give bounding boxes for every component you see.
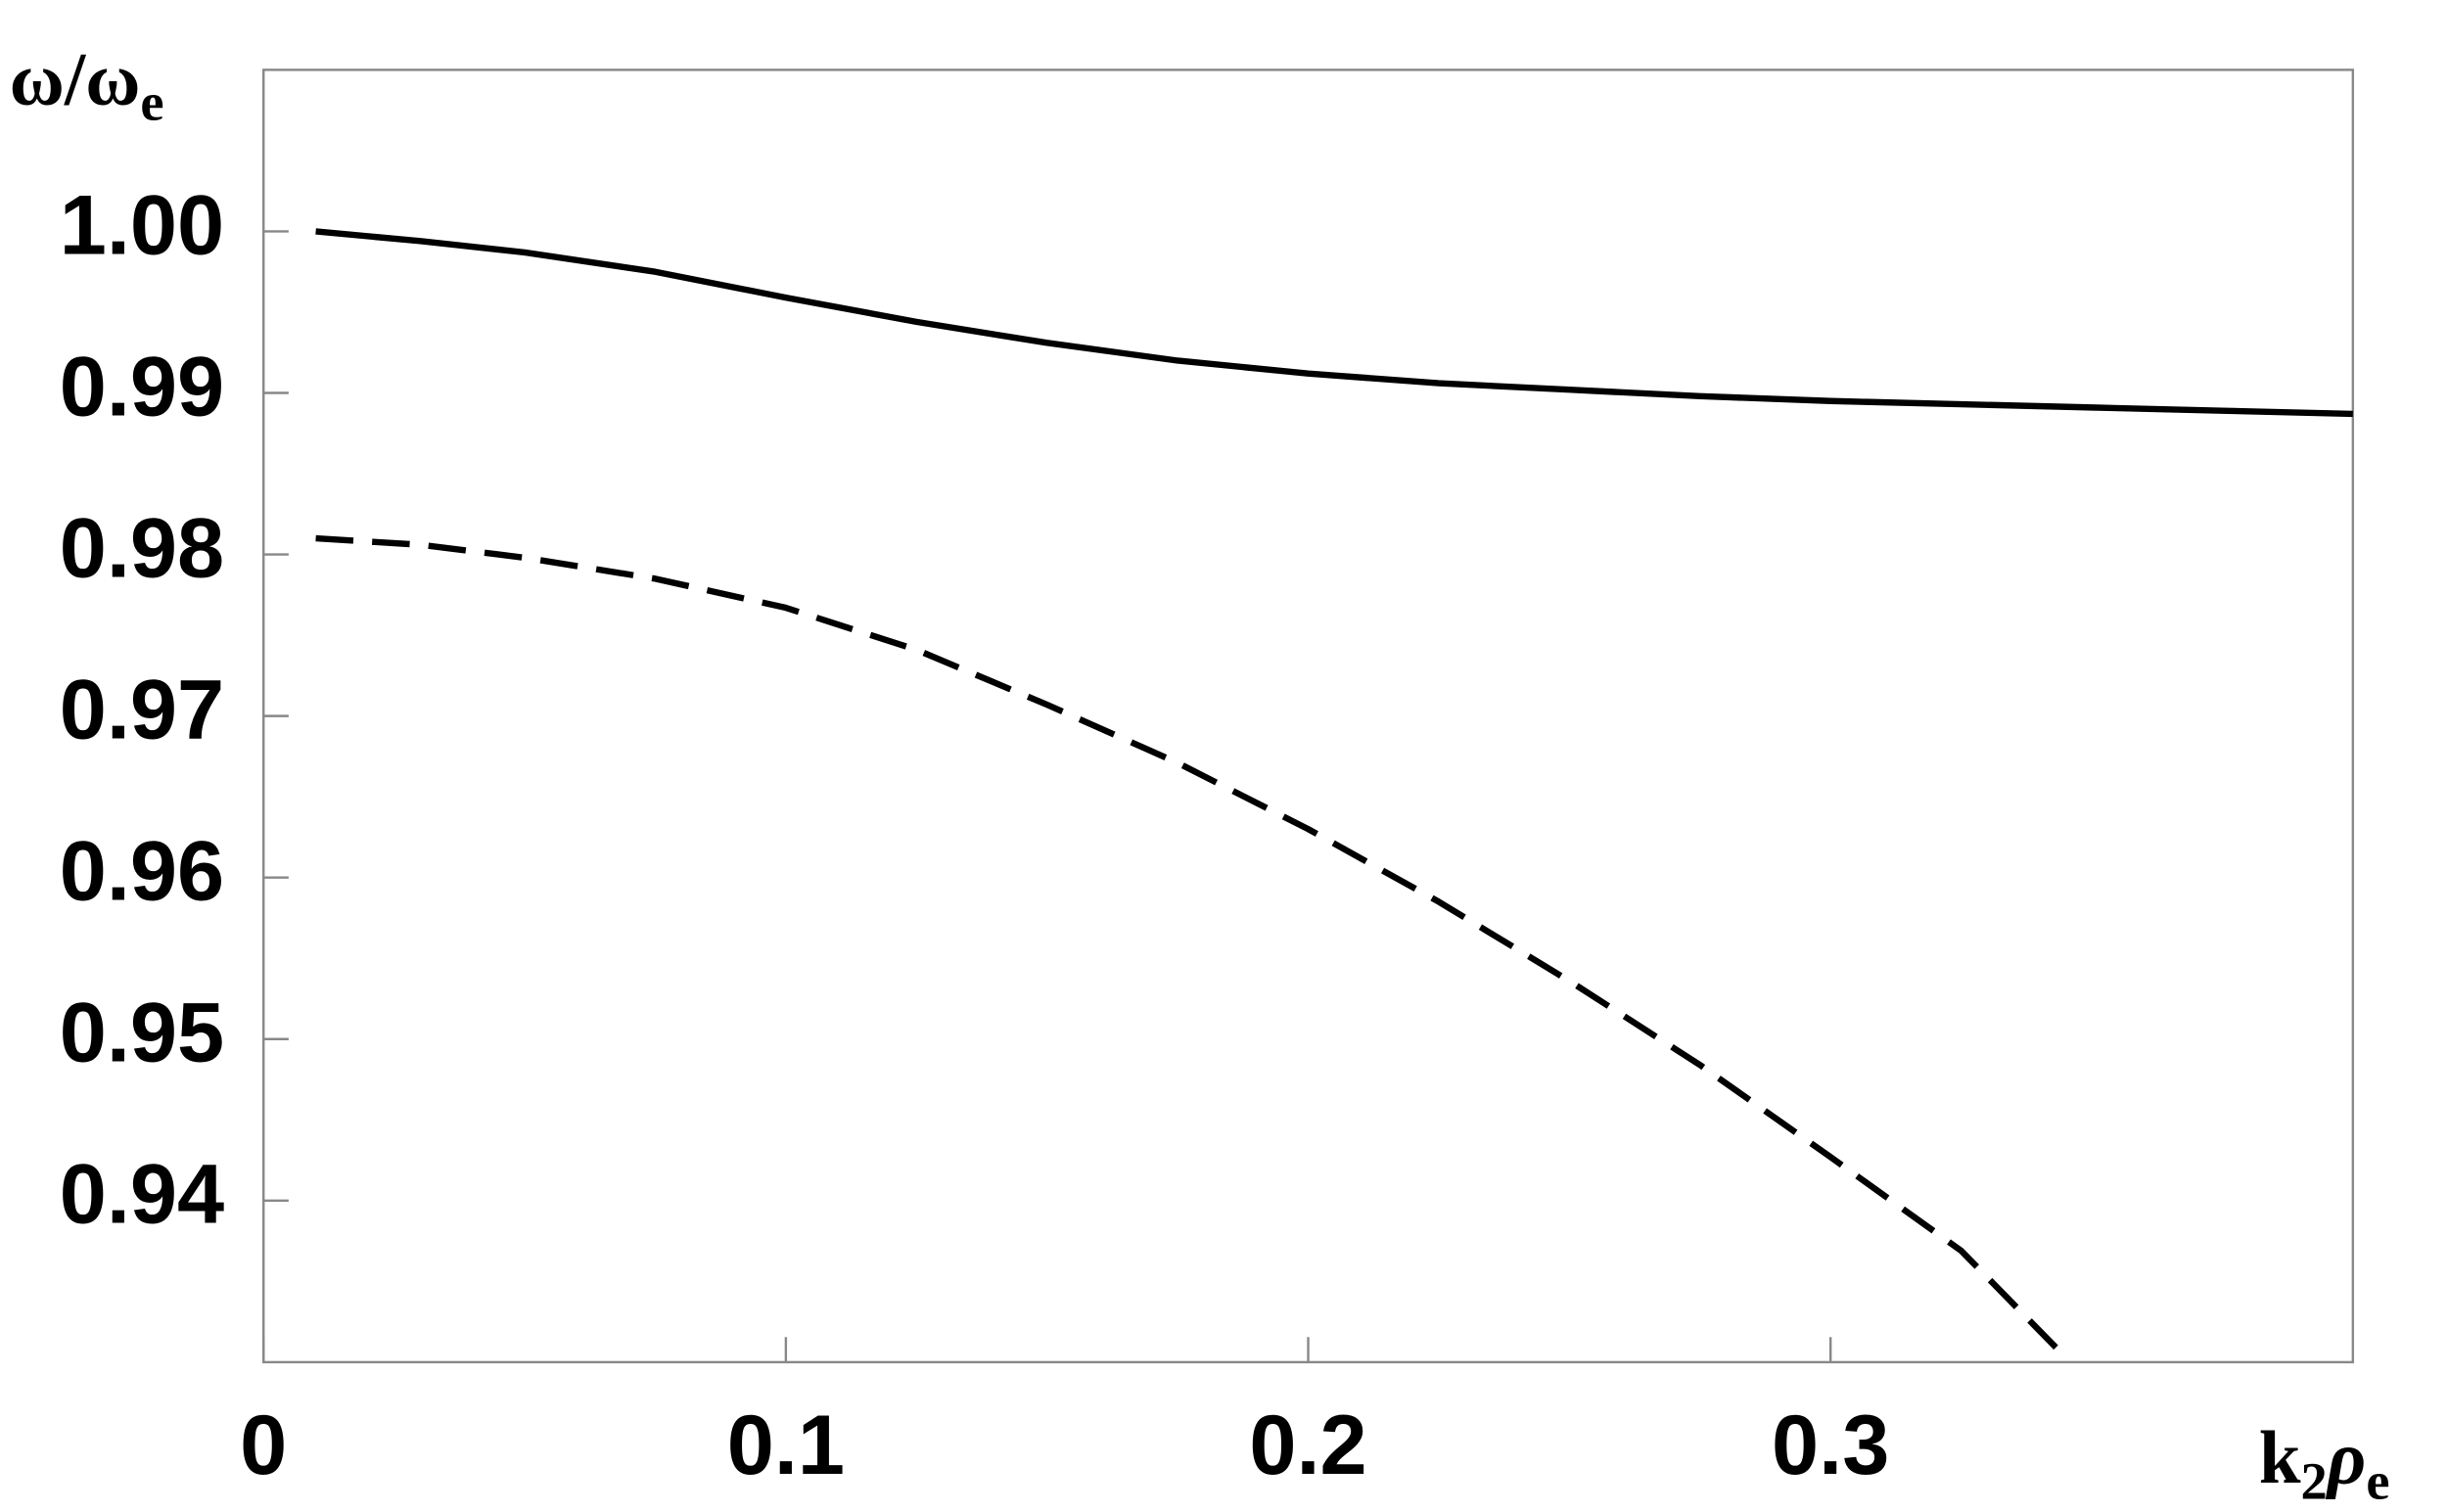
x-tick-label: 0.2	[1249, 1398, 1366, 1492]
y-tick-label: 0.95	[60, 986, 224, 1080]
x-axis-label: k2ρe	[2259, 1415, 2390, 1510]
x-tick-label: 0.3	[1772, 1398, 1889, 1492]
y-tick-label: 0.94	[60, 1148, 224, 1242]
y-tick-label: 0.99	[60, 340, 224, 434]
x-label-main: k	[2259, 1415, 2301, 1499]
y-tick-label: 0.97	[60, 663, 224, 756]
y-tick-label: 0.96	[60, 825, 224, 919]
line-series	[315, 534, 2068, 1360]
x-tick-label: 0.1	[727, 1398, 845, 1492]
plot-frame	[262, 69, 2355, 1364]
y-label-main: ω/ω	[10, 37, 141, 121]
x-tick-label: 0	[240, 1398, 287, 1492]
line-series	[315, 228, 2353, 418]
y-axis-label: ω/ωe	[10, 37, 164, 132]
x-label-sub2: e	[2366, 1450, 2389, 1510]
y-tick-label: 0.98	[60, 501, 224, 595]
x-label-main2: ρ	[2326, 1415, 2367, 1499]
y-tick-label: 1.00	[60, 178, 224, 272]
y-label-sub: e	[140, 72, 163, 132]
x-label-sub: 2	[2300, 1450, 2327, 1510]
